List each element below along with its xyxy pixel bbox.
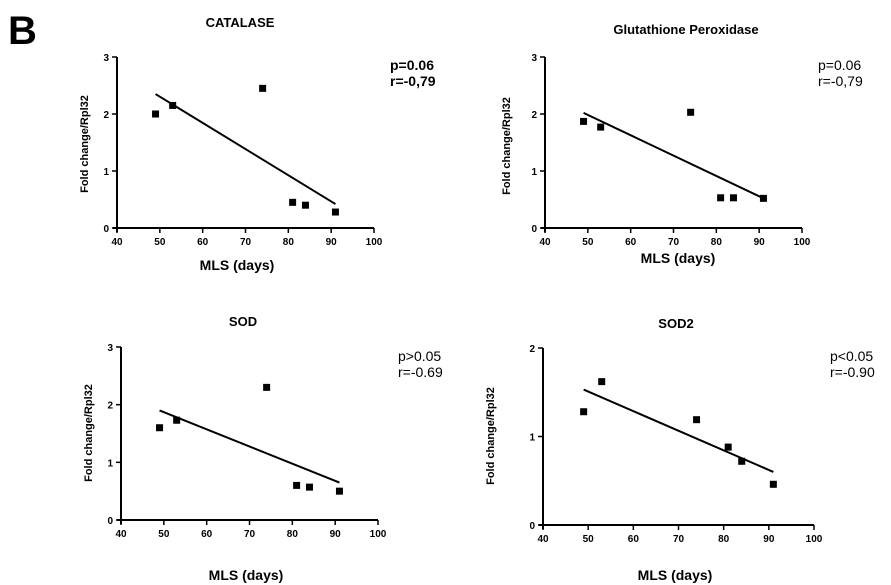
chart-2-data-point (597, 123, 605, 131)
chart-3-title: SOD (229, 314, 257, 329)
chart-3-fit-line (159, 409, 340, 484)
chart-3-data-point (293, 481, 301, 489)
chart-4-x-tick-label: 40 (537, 534, 549, 545)
chart-4-y-tick-label: 2 (529, 344, 535, 355)
chart-1-x-axis-label: MLS (days) (200, 257, 275, 273)
chart-3-y-tick-label: 0 (107, 516, 113, 527)
chart-2-data-point (729, 194, 737, 202)
chart-4-y-axis-label: Fold change/Rpl32 (485, 387, 497, 485)
chart-1-y-tick-label: 1 (103, 167, 109, 178)
chart-4-data-point (769, 480, 777, 488)
chart-4-x-tick-label: 60 (628, 534, 640, 545)
chart-2-y-tick-label: 1 (531, 167, 537, 178)
chart-2-x-tick-label: 70 (668, 237, 680, 248)
chart-2-x-tick-label: 100 (794, 237, 811, 248)
chart-4-r-value: r=-0.90 (830, 364, 875, 380)
chart-2-y-tick-label: 0 (531, 224, 537, 235)
chart-3-data-point (263, 383, 271, 391)
chart-3-data-point (156, 424, 164, 432)
chart-4-x-tick-label: 90 (763, 534, 775, 545)
chart-1-y-tick-label: 2 (103, 110, 109, 121)
chart-3-data-point (305, 483, 313, 491)
chart-2-y-tick-label: 3 (531, 53, 537, 64)
chart-1-data-point (289, 198, 297, 206)
chart-3-x-tick-label: 40 (115, 529, 127, 540)
chart-3-x-tick-label: 70 (244, 529, 256, 540)
chart-1-r-value: r=-0,79 (390, 73, 436, 89)
chart-3-y-tick-label: 1 (107, 458, 113, 469)
chart-2-y-axis-label: Fold change/Rpl32 (501, 97, 513, 195)
chart-3-x-tick-label: 100 (370, 529, 387, 540)
chart-4-data-point (724, 443, 732, 451)
chart-3-x-tick-label: 50 (158, 529, 170, 540)
chart-2-x-tick-label: 40 (539, 237, 551, 248)
chart-4-x-tick-label: 100 (806, 534, 823, 545)
chart-4-y-tick-label: 1 (529, 433, 535, 444)
chart-1-data-point (331, 208, 339, 216)
chart-1-x-tick-label: 50 (154, 237, 166, 248)
chart-3-data-point (335, 487, 343, 495)
chart-2-r-value: r=-0,79 (818, 73, 863, 89)
chart-1-data-point (259, 84, 267, 92)
chart-2-fit-line (583, 111, 764, 200)
chart-1-title: CATALASE (206, 15, 275, 30)
chart-1-data-point (301, 201, 309, 209)
chart-4-y-tick-label: 0 (529, 521, 535, 532)
chart-2-x-tick-label: 90 (754, 237, 766, 248)
chart-4-data-point (580, 408, 588, 416)
chart-2-data-point (759, 194, 767, 202)
chart-2-x-tick-label: 50 (582, 237, 594, 248)
chart-2-p-value: p=0.06 (818, 57, 861, 73)
chart-1-x-tick-label: 40 (111, 237, 123, 248)
chart-1-x-tick-label: 80 (283, 237, 295, 248)
chart-2-title: Glutathione Peroxidase (613, 22, 758, 37)
chart-1-y-axis-label: Fold change/Rpl32 (79, 95, 91, 193)
chart-4-x-tick-label: 70 (673, 534, 685, 545)
chart-1-x-tick-label: 70 (240, 237, 252, 248)
chart-1-p-value: p=0.06 (390, 57, 434, 73)
chart-1-x-tick-label: 60 (197, 237, 209, 248)
panel-letter: B (8, 9, 37, 53)
chart-3-p-value: p>0.05 (398, 348, 441, 364)
chart-3-x-axis-label: MLS (days) (209, 567, 284, 583)
chart-3-x-tick-label: 60 (201, 529, 213, 540)
chart-2-x-axis-label: MLS (days) (641, 250, 716, 266)
chart-1-y-tick-label: 3 (103, 53, 109, 64)
chart-4-data-point (693, 416, 701, 424)
chart-1-fit-line (155, 93, 336, 205)
chart-4-data-point (598, 378, 606, 386)
chart-2-data-point (580, 117, 588, 125)
chart-2-x-tick-label: 60 (625, 237, 637, 248)
chart-3-y-axis-label: Fold change/Rpl32 (83, 384, 95, 482)
chart-2-data-point (687, 108, 695, 116)
chart-1-data-point (152, 110, 160, 118)
chart-4-data-point (738, 457, 746, 465)
chart-4-x-axis-label: MLS (days) (638, 567, 713, 583)
chart-1-x-tick-label: 90 (326, 237, 338, 248)
chart-1-y-tick-label: 0 (103, 224, 109, 235)
chart-1-data-point (169, 101, 177, 109)
chart-4-x-tick-label: 50 (583, 534, 595, 545)
chart-4-x-tick-label: 80 (718, 534, 730, 545)
chart-2-x-tick-label: 80 (711, 237, 723, 248)
chart-3-r-value: r=-0.69 (398, 364, 443, 380)
chart-3-y-tick-label: 3 (107, 343, 113, 354)
chart-4-title: SOD2 (658, 316, 693, 331)
chart-1-x-tick-label: 100 (366, 237, 383, 248)
chart-3-y-tick-label: 2 (107, 401, 113, 412)
chart-3-x-tick-label: 90 (330, 529, 342, 540)
chart-3-x-tick-label: 80 (287, 529, 299, 540)
chart-3-data-point (173, 416, 181, 424)
chart-4-p-value: p<0.05 (830, 348, 873, 364)
chart-2-data-point (717, 194, 725, 202)
chart-2-y-tick-label: 2 (531, 110, 537, 121)
